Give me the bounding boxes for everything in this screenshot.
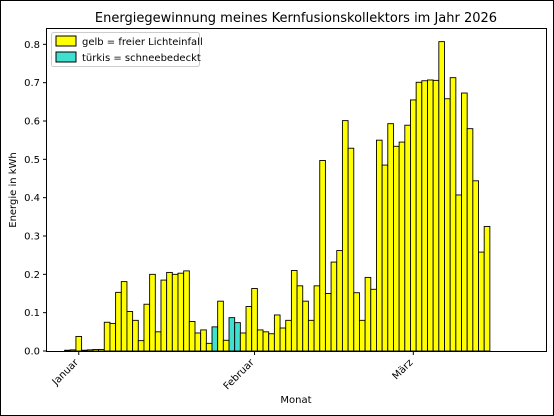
- bar-free-light: [69, 349, 77, 352]
- bar-free-light: [483, 225, 491, 352]
- bar-free-light: [81, 349, 88, 352]
- bar-free-light: [143, 303, 151, 352]
- bar-free-light: [160, 279, 168, 352]
- bar-free-light: [398, 141, 406, 352]
- bar-free-light: [313, 285, 321, 352]
- bar-free-light: [205, 342, 213, 352]
- bar-free-light: [166, 271, 173, 352]
- bar-free-light: [171, 273, 179, 352]
- bar-free-light: [353, 292, 360, 352]
- bar-free-light: [478, 251, 485, 352]
- bar-free-light: [347, 147, 355, 352]
- bar-free-light: [444, 98, 451, 352]
- y-tick-label: 0.5: [24, 155, 40, 166]
- bar-free-light: [381, 164, 389, 352]
- bar-free-light: [364, 276, 372, 352]
- legend-swatch-free: [55, 35, 77, 47]
- bar-free-light: [222, 339, 230, 352]
- bar-free-light: [341, 120, 349, 352]
- bar-snow-covered: [211, 326, 219, 352]
- y-axis-label: Energie in kWh: [8, 152, 19, 228]
- bar-free-light: [461, 92, 468, 352]
- bar-free-light: [64, 349, 71, 352]
- bar-free-light: [370, 288, 377, 352]
- bar-free-light: [256, 329, 264, 352]
- bar-free-light: [393, 145, 400, 352]
- bar-free-light: [200, 329, 207, 352]
- bar-free-light: [432, 79, 440, 352]
- bar-free-light: [92, 349, 100, 352]
- bar-free-light: [262, 331, 270, 352]
- bar-free-light: [154, 331, 162, 352]
- bar-free-light: [177, 272, 185, 352]
- bar-free-light: [217, 300, 224, 352]
- bar-free-light: [307, 319, 315, 352]
- bar-free-light: [132, 319, 139, 352]
- legend-label-free: gelb = freier Lichteinfall: [82, 37, 203, 48]
- bar-free-light: [466, 128, 474, 352]
- bar-free-light: [268, 333, 275, 352]
- bar-free-light: [427, 79, 434, 352]
- legend-label-snow: türkis = schneebedeckt: [82, 53, 201, 64]
- bar-free-light: [455, 194, 462, 352]
- bar-free-light: [103, 321, 111, 352]
- y-tick-label: 0.4: [24, 193, 40, 204]
- bar-free-light: [183, 270, 190, 352]
- bar-free-light: [336, 250, 343, 352]
- bar-free-light: [126, 311, 134, 352]
- bar-free-light: [285, 319, 292, 352]
- bar-free-light: [273, 314, 281, 352]
- bar-free-light: [149, 273, 156, 352]
- bar-free-light: [319, 160, 326, 352]
- bar-free-light: [279, 327, 287, 352]
- bar-free-light: [75, 335, 83, 352]
- y-tick-label: 0.1: [24, 308, 40, 319]
- bar-free-light: [194, 332, 202, 352]
- bar-free-light: [387, 123, 394, 352]
- y-tick-label: 0.3: [24, 232, 40, 243]
- bar-free-light: [415, 81, 423, 352]
- bar-free-light: [421, 80, 428, 352]
- y-tick-label: 0.8: [24, 40, 40, 51]
- bar-free-light: [296, 285, 304, 352]
- bar-free-light: [358, 319, 366, 352]
- bar-free-light: [472, 180, 479, 352]
- bar-free-light: [404, 124, 411, 352]
- legend: gelb = freier Lichteinfall türkis = schn…: [51, 32, 203, 67]
- legend-frame: [51, 32, 200, 67]
- bar-free-light: [239, 332, 247, 352]
- bar-free-light: [109, 322, 117, 352]
- bar-free-light: [251, 288, 258, 352]
- bar-free-light: [330, 261, 338, 352]
- bar-free-light: [137, 340, 145, 352]
- bar-snow-covered: [234, 322, 241, 352]
- bar-free-light: [115, 291, 122, 352]
- y-tick-label: 0.6: [24, 117, 40, 128]
- bar-free-light: [438, 41, 445, 352]
- bar-free-light: [120, 281, 128, 352]
- bar-free-light: [86, 349, 94, 352]
- bar-free-light: [290, 270, 298, 352]
- bar-free-light: [376, 139, 383, 352]
- bar-free-light: [302, 300, 309, 352]
- bar-free-light: [410, 99, 417, 352]
- legend-swatch-snow: [55, 51, 77, 63]
- y-tick-label: 0.7: [24, 78, 40, 89]
- bar-free-light: [98, 349, 105, 352]
- bar-free-light: [188, 321, 196, 352]
- bar-free-light: [324, 293, 332, 352]
- plot-frame: [46, 28, 547, 352]
- chart-title: Energiegewinnung meines Kernfusionskolle…: [95, 11, 497, 26]
- y-tick-label: 0.0: [24, 347, 40, 358]
- y-tick-label: 0.2: [24, 270, 40, 281]
- bar-free-light: [245, 306, 253, 352]
- bar-snow-covered: [228, 317, 236, 352]
- bar-free-light: [449, 77, 457, 352]
- x-axis-label: Monat: [280, 395, 311, 406]
